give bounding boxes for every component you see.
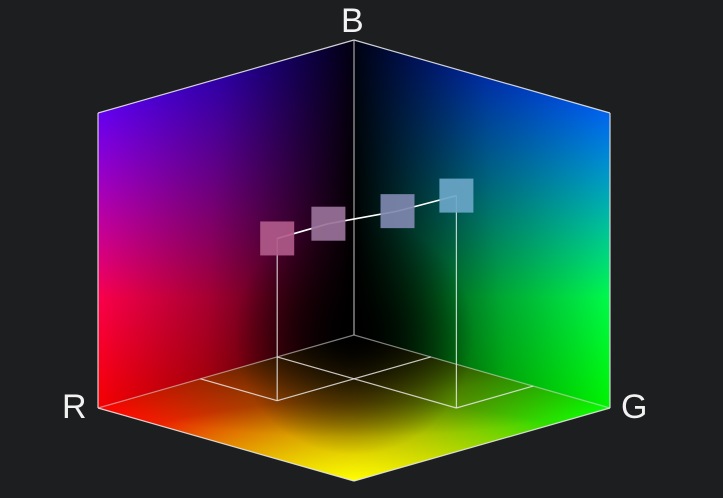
color-sample-3 <box>380 194 415 229</box>
edge-blue-cyan <box>353 39 611 114</box>
guide-floor-r-0 <box>200 378 278 402</box>
axis-label-red: R <box>62 388 87 426</box>
axis-label-blue: B <box>341 2 364 40</box>
color-sample-4 <box>439 178 474 213</box>
color-sample-2 <box>311 206 346 241</box>
edge-blue-magenta <box>97 39 355 114</box>
guide-floor-r-1 <box>277 356 457 409</box>
axis-label-green: G <box>621 388 648 426</box>
edge-red-yellow <box>97 407 355 482</box>
color-samples <box>260 178 474 256</box>
edge-green-yellow <box>353 407 611 482</box>
edge-black-green <box>353 334 611 409</box>
edge-black-red <box>97 334 355 409</box>
color-sample-1 <box>260 221 295 256</box>
guide-floor-g-1 <box>456 385 534 409</box>
cube-edges <box>97 39 611 482</box>
